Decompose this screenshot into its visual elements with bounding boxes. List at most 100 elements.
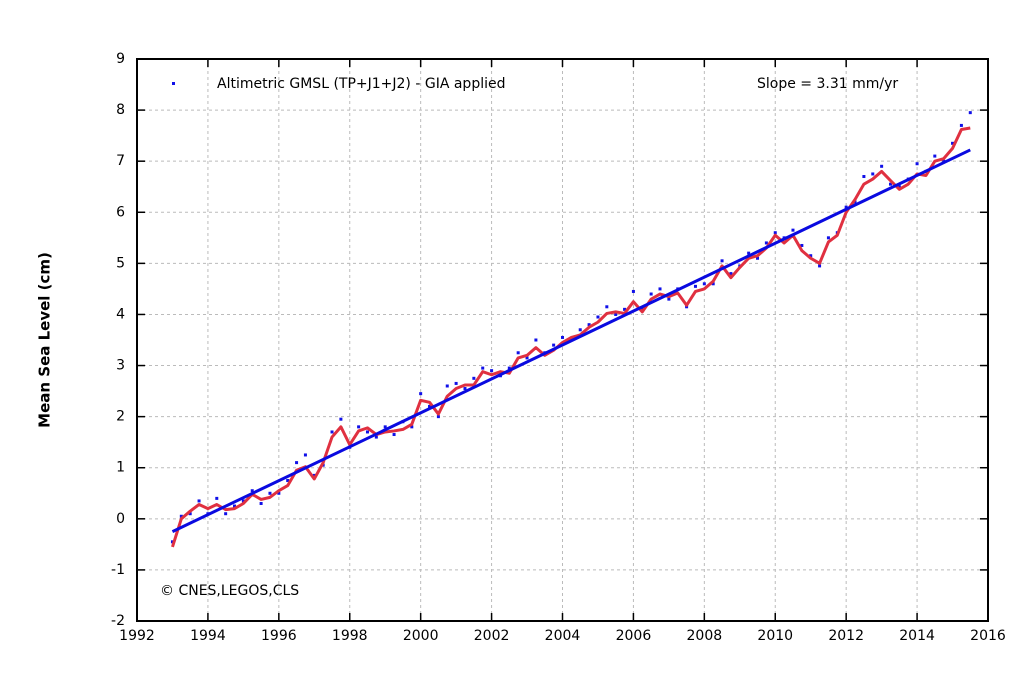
y-tick-label: 0 (116, 511, 125, 527)
data-dot (295, 461, 299, 465)
data-dot (436, 415, 440, 419)
data-dot (357, 425, 361, 429)
data-dot (933, 154, 937, 158)
data-dot (215, 496, 219, 500)
data-dot (419, 392, 423, 396)
data-dot (472, 376, 476, 380)
data-dot (339, 417, 343, 421)
x-tick-label: 2002 (474, 628, 510, 644)
data-dot (233, 504, 237, 508)
data-dot (667, 297, 671, 301)
y-tick-label: 7 (116, 153, 125, 169)
data-dot (277, 491, 281, 495)
x-tick-label: 2012 (828, 628, 864, 644)
data-dot (410, 425, 414, 429)
data-dot (392, 433, 396, 437)
data-dot (383, 425, 387, 429)
data-dot (490, 369, 494, 373)
data-line (171, 148, 971, 533)
data-dot (250, 489, 254, 493)
data-dot (915, 162, 919, 166)
legend-label: Altimetric GMSL (TP+J1+J2) - GIA applied (217, 76, 505, 92)
data-dot (818, 264, 822, 268)
data-dot (428, 404, 432, 408)
y-tick-label: -2 (111, 613, 125, 629)
data-dot (188, 512, 192, 516)
data-dot (445, 384, 449, 388)
data-dot (623, 307, 627, 311)
x-tick-label: 1996 (261, 628, 297, 644)
x-tick-label: 2008 (687, 628, 723, 644)
data-dot (968, 111, 972, 115)
copyright: © CNES,LEGOS,CLS (160, 583, 299, 599)
data-dot (720, 259, 724, 263)
data-dot (693, 284, 697, 288)
data-dot (463, 387, 467, 391)
data-dot (862, 175, 866, 179)
data-dot (268, 491, 272, 495)
data-dot (614, 312, 618, 316)
x-tick-label: 1998 (332, 628, 368, 644)
data-dot (312, 473, 316, 477)
data-dot (454, 381, 458, 385)
data-dot (534, 338, 538, 342)
data-dot (959, 123, 963, 127)
data-dot (596, 315, 600, 319)
data-dot (729, 272, 733, 276)
data-dot (365, 430, 369, 434)
data-dot (170, 540, 174, 544)
x-tick-label: 2016 (970, 628, 1006, 644)
y-tick-label: 1 (116, 460, 125, 476)
data-dot (649, 292, 653, 296)
data-dot (764, 241, 768, 245)
data-dot (605, 305, 609, 309)
data-dot (330, 430, 334, 434)
data-dot (578, 328, 582, 332)
data-dot (888, 182, 892, 186)
y-axis-label: Mean Sea Level (cm) (36, 252, 54, 428)
data-dot (773, 231, 777, 235)
x-tick-label: 2006 (616, 628, 652, 644)
data-dot (871, 172, 875, 176)
data-dot (587, 323, 591, 327)
x-tick-label: 2004 (545, 628, 581, 644)
data-dot (259, 501, 263, 505)
data-dot (224, 512, 228, 516)
y-tick-label: 8 (116, 102, 125, 118)
data-dot (286, 479, 290, 482)
data-dot (516, 351, 520, 355)
data-dot (552, 343, 556, 347)
data-line (171, 126, 971, 548)
y-tick-label: 4 (116, 306, 125, 322)
x-tick-label: 2000 (403, 628, 439, 644)
data-dot (561, 335, 564, 339)
data-dot (844, 205, 848, 209)
legend-marker (172, 82, 175, 85)
slope-annotation: Slope = 3.31 mm/yr (757, 76, 898, 92)
data-dot (179, 514, 183, 518)
x-tick-label: 1992 (119, 628, 155, 644)
data-dot (374, 435, 378, 439)
data-dot (747, 251, 751, 255)
data-dot (507, 366, 511, 370)
data-dot (791, 228, 795, 232)
data-dot (241, 499, 245, 503)
data-dot (303, 453, 307, 457)
x-tick-label: 2014 (899, 628, 935, 644)
data-dot (481, 366, 485, 370)
data-dot (711, 282, 715, 286)
data-dot (631, 289, 635, 293)
data-dot (800, 243, 804, 247)
data-dot (658, 287, 662, 291)
data-dot (525, 356, 529, 360)
data-dot (702, 282, 706, 286)
data-dot (756, 256, 760, 260)
x-tick-label: 2010 (757, 628, 793, 644)
y-tick-label: 6 (116, 204, 125, 220)
data-dot (897, 185, 901, 189)
y-tick-label: -1 (111, 562, 125, 578)
data-dot (951, 141, 955, 145)
y-tick-label: 5 (116, 255, 125, 271)
data-dot (685, 305, 689, 309)
